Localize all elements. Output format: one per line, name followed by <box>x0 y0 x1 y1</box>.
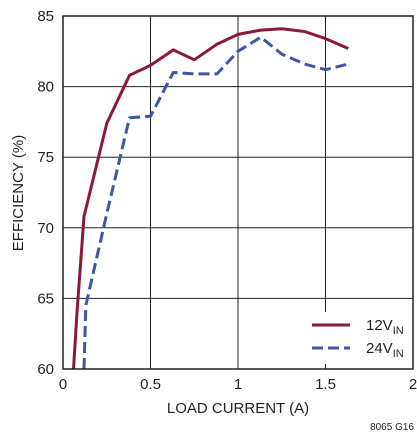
series-line-12v <box>72 27 349 370</box>
x-tick-label: 1.5 <box>315 376 336 393</box>
series-line-24v <box>82 35 349 370</box>
y-tick-label: 85 <box>37 8 54 25</box>
y-tick-label: 80 <box>37 79 54 96</box>
x-tick-labels: 0 0.5 1 1.5 2 <box>59 376 417 393</box>
legend-box <box>305 312 405 364</box>
x-tick-label: 0 <box>59 376 67 393</box>
x-tick-label: 2 <box>409 376 417 393</box>
figure-footnote: 8065 G16 <box>370 422 414 433</box>
legend-label-12v: 12VIN <box>366 317 404 337</box>
plot-frame <box>62 15 414 370</box>
y-tick-label: 60 <box>37 361 54 378</box>
x-tick-label: 1 <box>234 376 242 393</box>
x-axis-label: LOAD CURRENT (A) <box>167 400 309 417</box>
y-tick-label: 70 <box>37 220 54 237</box>
series-lines <box>72 27 349 370</box>
legend-label-24v: 24VIN <box>366 340 404 360</box>
y-tick-labels: 60 65 70 75 80 85 <box>37 8 54 378</box>
x-tick-label: 0.5 <box>140 376 161 393</box>
y-tick-label: 65 <box>37 290 54 307</box>
y-tick-label: 75 <box>37 149 54 166</box>
y-axis-label: EFFICIENCY (%) <box>10 135 27 251</box>
